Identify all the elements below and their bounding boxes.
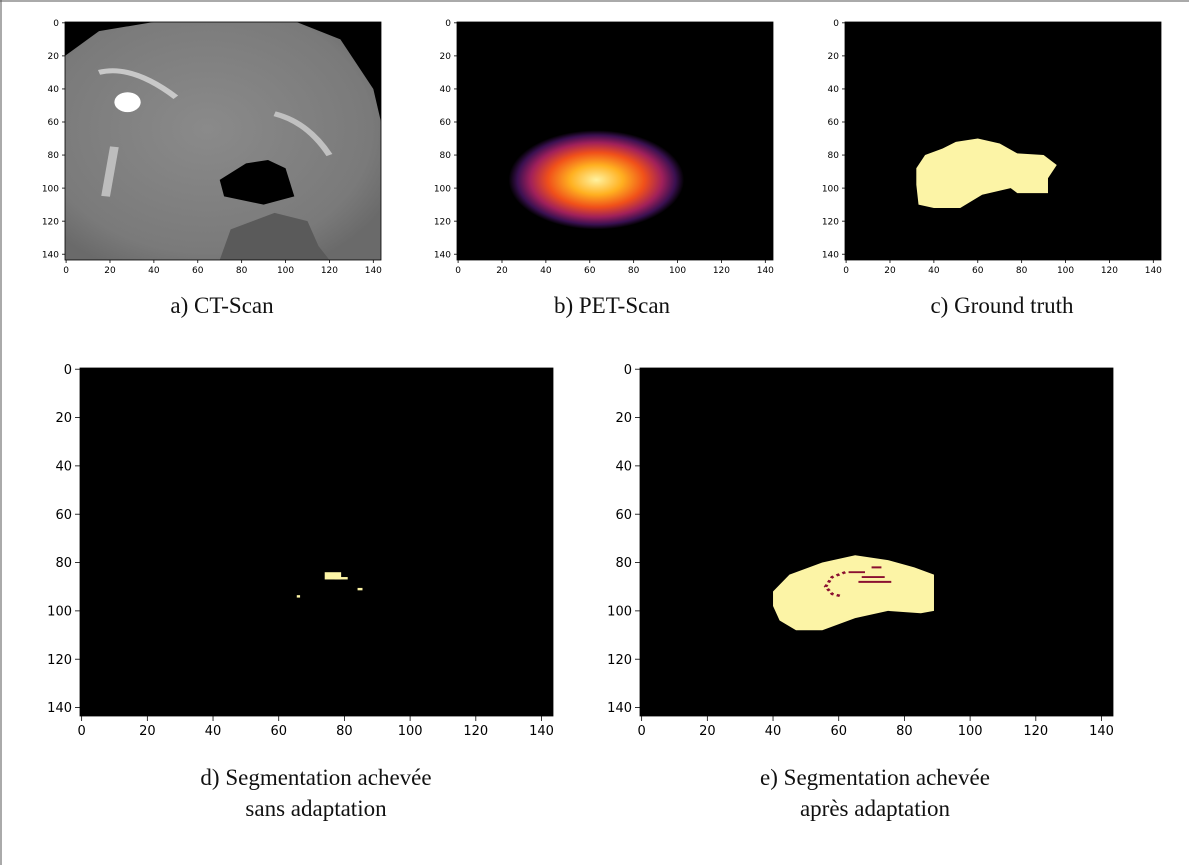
seg-adapt-image	[640, 368, 1113, 716]
y-tick-label: 20	[615, 411, 632, 426]
seg-no-adapt-image	[80, 368, 553, 716]
x-tick-label: 60	[830, 724, 847, 739]
x-tick-label: 100	[1057, 266, 1074, 276]
x-tick-label: 120	[1101, 266, 1118, 276]
y-tick-label: 60	[828, 118, 840, 128]
x-tick-label: 80	[896, 724, 913, 739]
y-tick-label: 20	[55, 411, 72, 426]
y-tick-label: 40	[55, 459, 72, 474]
y-tick-label: 60	[55, 508, 72, 523]
x-tick-label: 80	[1016, 266, 1028, 276]
y-tick-label: 0	[445, 19, 451, 29]
y-tick-label: 40	[828, 85, 840, 95]
x-tick-label: 60	[584, 266, 596, 276]
x-tick-label: 40	[148, 266, 160, 276]
y-tick-label: 80	[48, 151, 60, 161]
y-tick-label: 100	[822, 184, 839, 194]
y-tick-label: 80	[440, 151, 452, 161]
x-tick-label: 40	[928, 266, 940, 276]
x-tick-label: 100	[669, 266, 686, 276]
x-tick-label: 120	[463, 724, 488, 739]
y-tick-label: 80	[828, 151, 840, 161]
x-tick-label: 20	[496, 266, 508, 276]
x-tick-label: 140	[529, 724, 554, 739]
x-tick-label: 40	[540, 266, 552, 276]
x-tick-label: 80	[336, 724, 353, 739]
y-tick-label: 60	[440, 118, 452, 128]
y-tick-label: 100	[434, 184, 451, 194]
x-tick-label: 140	[1145, 266, 1162, 276]
x-tick-label: 120	[1023, 724, 1048, 739]
x-tick-label: 100	[398, 724, 423, 739]
y-tick-label: 140	[47, 701, 72, 716]
y-tick-label: 100	[607, 604, 632, 619]
x-tick-label: 0	[843, 266, 849, 276]
y-tick-label: 120	[42, 217, 59, 227]
x-tick-label: 80	[236, 266, 248, 276]
y-tick-label: 120	[434, 217, 451, 227]
y-tick-label: 60	[48, 118, 60, 128]
y-tick-label: 120	[822, 217, 839, 227]
y-tick-label: 40	[615, 459, 632, 474]
x-tick-label: 20	[104, 266, 116, 276]
y-tick-label: 20	[440, 52, 452, 62]
y-tick-label: 80	[615, 556, 632, 571]
x-tick-label: 100	[958, 724, 983, 739]
caption: c) Ground truth	[930, 293, 1074, 318]
caption: sans adaptation	[245, 796, 387, 821]
x-tick-label: 80	[628, 266, 640, 276]
y-tick-label: 80	[55, 556, 72, 571]
x-tick-label: 0	[638, 724, 646, 739]
y-tick-label: 0	[833, 19, 839, 29]
x-tick-label: 60	[972, 266, 984, 276]
x-tick-label: 0	[78, 724, 86, 739]
x-tick-label: 20	[884, 266, 896, 276]
x-tick-label: 120	[713, 266, 730, 276]
x-tick-label: 0	[455, 266, 461, 276]
ground-truth-image	[845, 22, 1161, 260]
y-tick-label: 0	[624, 363, 632, 378]
x-tick-label: 60	[270, 724, 287, 739]
x-tick-label: 20	[699, 724, 716, 739]
x-tick-label: 60	[192, 266, 204, 276]
caption: d) Segmentation achevée	[200, 765, 431, 790]
x-tick-label: 100	[277, 266, 294, 276]
y-tick-label: 0	[64, 363, 72, 378]
pet-image	[457, 22, 773, 260]
y-tick-label: 60	[615, 508, 632, 523]
y-tick-label: 140	[434, 250, 451, 260]
caption: après adaptation	[800, 796, 951, 821]
ct-image	[65, 22, 381, 260]
y-tick-label: 0	[53, 19, 59, 29]
y-tick-label: 100	[47, 604, 72, 619]
y-tick-label: 120	[607, 653, 632, 668]
y-tick-label: 40	[48, 85, 60, 95]
x-tick-label: 0	[63, 266, 69, 276]
caption: b) PET-Scan	[554, 293, 671, 318]
y-tick-label: 140	[607, 701, 632, 716]
y-tick-label: 40	[440, 85, 452, 95]
x-tick-label: 40	[205, 724, 222, 739]
y-tick-label: 20	[48, 52, 60, 62]
caption: a) CT-Scan	[170, 293, 274, 318]
y-tick-label: 140	[42, 250, 59, 260]
x-tick-label: 20	[139, 724, 156, 739]
y-tick-label: 140	[822, 250, 839, 260]
figure: 0 20 40 60 80 100 120 140 0 20 40 60 80 100 120 140 a) C…	[0, 0, 1189, 865]
caption: e) Segmentation achevée	[760, 765, 990, 790]
x-tick-label: 40	[765, 724, 782, 739]
y-tick-label: 120	[47, 653, 72, 668]
x-tick-label: 140	[757, 266, 774, 276]
y-tick-label: 100	[42, 184, 59, 194]
x-tick-label: 140	[1089, 724, 1114, 739]
x-tick-label: 120	[321, 266, 338, 276]
y-tick-label: 20	[828, 52, 840, 62]
x-tick-label: 140	[365, 266, 382, 276]
